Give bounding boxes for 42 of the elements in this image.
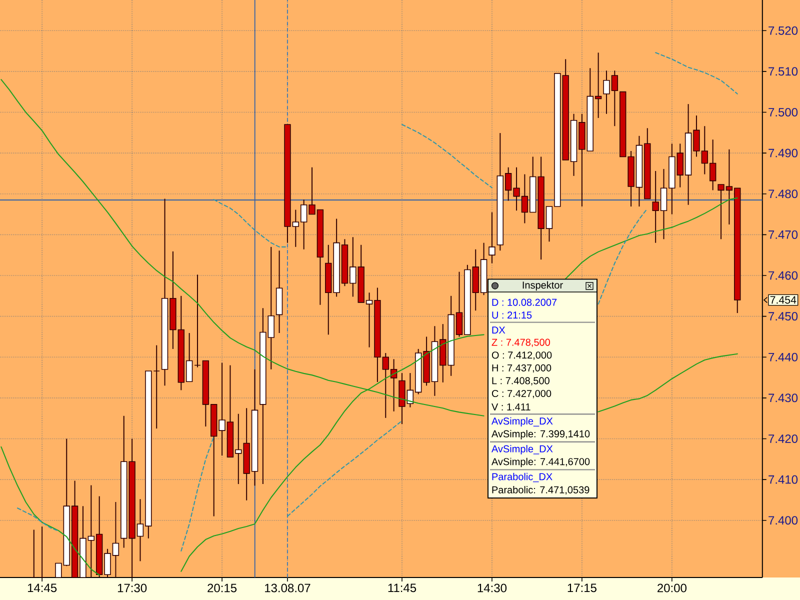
- x-tick-label: 11:45: [388, 584, 416, 592]
- y-tick-label: 7.470: [768, 230, 798, 239]
- x-tick-label: 17:30: [118, 584, 147, 592]
- annotation: AvSimple: 7.441,6700: [491, 458, 590, 468]
- annotation: Z : 7.478,500: [492, 338, 550, 348]
- y-tick-label: 7.420: [768, 434, 798, 443]
- y-tick-label: 7.430: [768, 394, 798, 402]
- y-tick-label: 7.510: [768, 67, 798, 76]
- x-tick-label: 14:45: [28, 584, 57, 592]
- candlestick: [38, 526, 46, 578]
- annotation: D : 10.08.2007: [492, 298, 557, 306]
- annotation: L : 7.408,500: [492, 377, 550, 386]
- text: 7.454: [770, 296, 796, 304]
- annotation: C : 7.427,000: [492, 390, 552, 398]
- annotation: O : 7.412,000: [492, 352, 552, 360]
- y-tick-label: 7.480: [768, 190, 798, 198]
- y-tick-label: 7.520: [768, 26, 798, 35]
- x-tick-label: 13.08.07: [265, 584, 310, 592]
- annotation: U : 21:15: [492, 312, 532, 319]
- annotation: H : 7.437,000: [492, 364, 552, 373]
- x-tick-label: 17:15: [568, 584, 596, 592]
- y-tick-label: 7.500: [768, 108, 798, 116]
- y-tick-label: 7.410: [768, 475, 798, 484]
- candlestick: [194, 274, 201, 368]
- annotation: V : 1.411: [492, 403, 530, 410]
- annotation: Inspektor: [522, 281, 563, 291]
- annotation: Parabolic_DX: [492, 472, 552, 482]
- y-tick-label: 7.460: [768, 271, 798, 280]
- candlestick: [30, 529, 38, 578]
- candlestick: [488, 212, 496, 264]
- y-tick-label: 7.440: [768, 352, 798, 362]
- x-tick-label: 14:30: [478, 584, 507, 592]
- annotation: DX: [492, 326, 506, 334]
- y-tick-label: 7.400: [768, 516, 798, 525]
- y-tick-label: 7.450: [768, 312, 798, 321]
- annotation: AvSimple: 7.399,1410: [491, 430, 590, 440]
- x-tick-label: 20:00: [658, 584, 686, 592]
- annotation: AvSimple_DX: [491, 417, 553, 427]
- x-tick-label: 20:15: [208, 584, 237, 592]
- y-tick-label: 7.490: [768, 148, 798, 158]
- annotation: AvSimple_DX: [491, 445, 553, 454]
- annotation: Parabolic: 7.471,0539: [492, 486, 590, 495]
